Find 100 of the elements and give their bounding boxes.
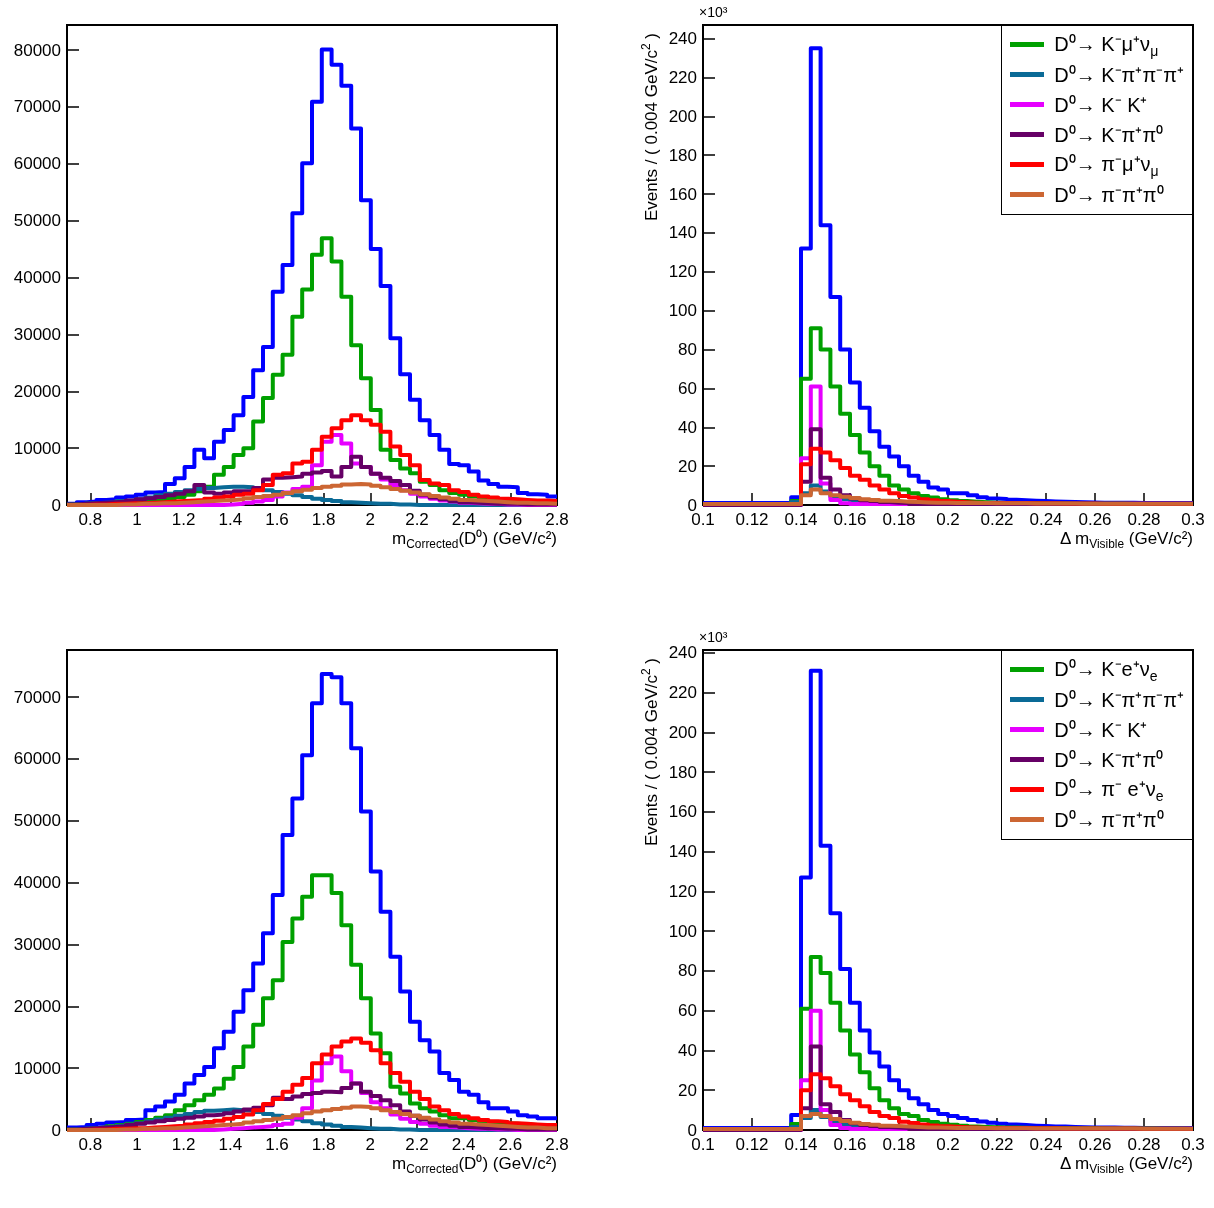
y-tick-label: 50000: [13, 811, 61, 831]
y-tick-label: 30000: [13, 324, 61, 344]
text: ×10³: [699, 4, 728, 21]
y-tick-label: 70000: [13, 97, 61, 117]
y-tick-label: 140: [668, 842, 697, 862]
y-tick-label: 40000: [13, 873, 61, 893]
x-tick-label: 0.1: [691, 510, 715, 529]
y-tick-label: 60: [678, 378, 697, 398]
legend-label: D⁰→ π⁻ e⁺ν$_{e}$: [1054, 776, 1164, 804]
x-tick-label: 0.26: [1078, 1135, 1112, 1154]
legend-label: D⁰→ K⁻π⁺π⁰: [1054, 747, 1164, 773]
x-tick-label: 0.26: [1078, 510, 1112, 529]
y-tick-label: 120: [668, 262, 697, 282]
x-tick-label: 1.2: [171, 510, 196, 529]
x-tick-label: 2.6: [498, 510, 523, 529]
legend-label: D⁰→ K⁻π⁺π⁰: [1054, 122, 1164, 148]
x-tick-label: 0.24: [1029, 510, 1063, 529]
y-tick-label: 40: [678, 1041, 697, 1060]
x-tick-label: 0.22: [980, 1135, 1014, 1154]
y-tick-label: 140: [668, 223, 697, 243]
y-tick-label: 100: [668, 921, 697, 941]
y-tick-label: 80: [678, 961, 697, 981]
x-tick-label: 2.6: [498, 1135, 523, 1154]
x-tick-label: 0.28: [1127, 510, 1161, 529]
x-tick-label: 0.12: [735, 510, 769, 529]
x-tick-label: 2.8: [545, 1135, 569, 1154]
x-tick-label: 0.12: [735, 1135, 769, 1154]
y-tick-label: 220: [668, 683, 697, 703]
x-tick-label: 2.4: [451, 1135, 476, 1154]
x-tick-label: 2: [365, 510, 376, 529]
y-tick-label: 80000: [13, 40, 61, 60]
y-tick-label: 60000: [13, 749, 61, 769]
x-tick-label: 0.1: [691, 1135, 715, 1154]
text: ×10³: [699, 629, 728, 646]
x-tick-label: 0.18: [882, 1135, 916, 1154]
y-tick-label: 60: [678, 1001, 697, 1021]
x-axis-title: m$_{Corrected}$(D⁰) (GeV/c²): [392, 1154, 557, 1177]
x-tick-label: 0.14: [784, 1135, 818, 1154]
y-tick-label: 60000: [13, 154, 61, 174]
y-tick-label: 160: [668, 802, 697, 822]
x-axis-title: m$_{Corrected}$(D⁰) (GeV/c²): [392, 529, 557, 552]
y-tick-label: 40: [678, 417, 697, 437]
y-tick-label: 180: [668, 145, 697, 165]
x-tick-label: 1.8: [311, 1135, 336, 1154]
x-tick-label: 0.8: [78, 510, 103, 529]
y-tick-label: 20000: [13, 996, 61, 1016]
x-tick-label: 0.8: [78, 1135, 103, 1154]
x-tick-label: 2.4: [451, 510, 476, 529]
y-tick-label: 240: [668, 643, 697, 663]
y-tick-label: 80: [678, 340, 697, 360]
y-tick-label: 100: [668, 301, 697, 321]
x-tick-label: 0.22: [980, 510, 1014, 529]
x-tick-label: 2: [365, 1135, 376, 1154]
x-tick-label: 2.2: [405, 1135, 429, 1154]
y-tick-label: 30000: [13, 934, 61, 954]
x-tick-label: 0.2: [936, 1135, 960, 1154]
legend-label: D⁰→ π⁻μ⁺ν$_{μ}$: [1054, 151, 1159, 179]
x-tick-label: 0.3: [1181, 510, 1205, 529]
x-tick-label: 0.18: [882, 510, 916, 529]
x-tick-label: 0.16: [833, 510, 867, 529]
y-tick-label: 20: [678, 456, 697, 476]
y-tick-label: 0: [51, 495, 61, 515]
x-tick-label: 0.2: [936, 510, 960, 529]
legend-label: D⁰→ π⁻π⁺π⁰: [1054, 807, 1164, 833]
legend-label: D⁰→ K⁻π⁺π⁻π⁺: [1054, 62, 1184, 88]
y-tick-label: 70000: [13, 687, 61, 707]
x-tick-label: 1.6: [265, 1135, 289, 1154]
legend-label: D⁰→ K⁻π⁺π⁻π⁺: [1054, 687, 1184, 713]
x-axis-title: Δ m$_{Visible}$ (GeV/c²): [1059, 1154, 1193, 1177]
x-tick-label: 1.2: [171, 1135, 196, 1154]
y-tick-label: 10000: [13, 438, 61, 458]
legend-label: D⁰→ K⁻μ⁺ν$_{μ}$: [1054, 31, 1159, 59]
legend-label: D⁰→ π⁻π⁺π⁰: [1054, 182, 1164, 208]
x-tick-label: 0.16: [833, 1135, 867, 1154]
legend-label: D⁰→ K⁻e⁺ν$_{e}$: [1054, 656, 1158, 684]
y-tick-label: 50000: [13, 211, 61, 231]
y-tick-label: 200: [668, 722, 697, 742]
x-axis-title: Δ m$_{Visible}$ (GeV/c²): [1059, 529, 1193, 552]
x-tick-label: 1.6: [265, 510, 289, 529]
y-tick-label: 200: [668, 106, 697, 126]
x-tick-label: 1.8: [311, 510, 336, 529]
y-tick-label: 160: [668, 184, 697, 204]
x-tick-label: 0.24: [1029, 1135, 1063, 1154]
y-tick-label: 220: [668, 67, 697, 87]
y-tick-label: 40000: [13, 268, 61, 288]
x-tick-label: 2.8: [545, 510, 569, 529]
y-tick-label: 0: [51, 1120, 61, 1140]
y-tick-label: 20: [678, 1080, 697, 1100]
x-tick-label: 1.4: [218, 1135, 243, 1154]
y-tick-label: 120: [668, 881, 697, 901]
x-tick-label: 0.14: [784, 510, 818, 529]
y-tick-label: 20000: [13, 381, 61, 401]
legend-label: D⁰→ K⁻ K⁺: [1054, 717, 1148, 743]
x-tick-label: 1: [132, 510, 142, 529]
x-tick-label: 0.3: [1181, 1135, 1205, 1154]
x-tick-label: 1: [132, 1135, 142, 1154]
y-tick-label: 240: [668, 29, 697, 49]
y-tick-label: 180: [668, 762, 697, 782]
legend-label: D⁰→ K⁻ K⁺: [1054, 92, 1148, 118]
x-tick-label: 2.2: [405, 510, 429, 529]
